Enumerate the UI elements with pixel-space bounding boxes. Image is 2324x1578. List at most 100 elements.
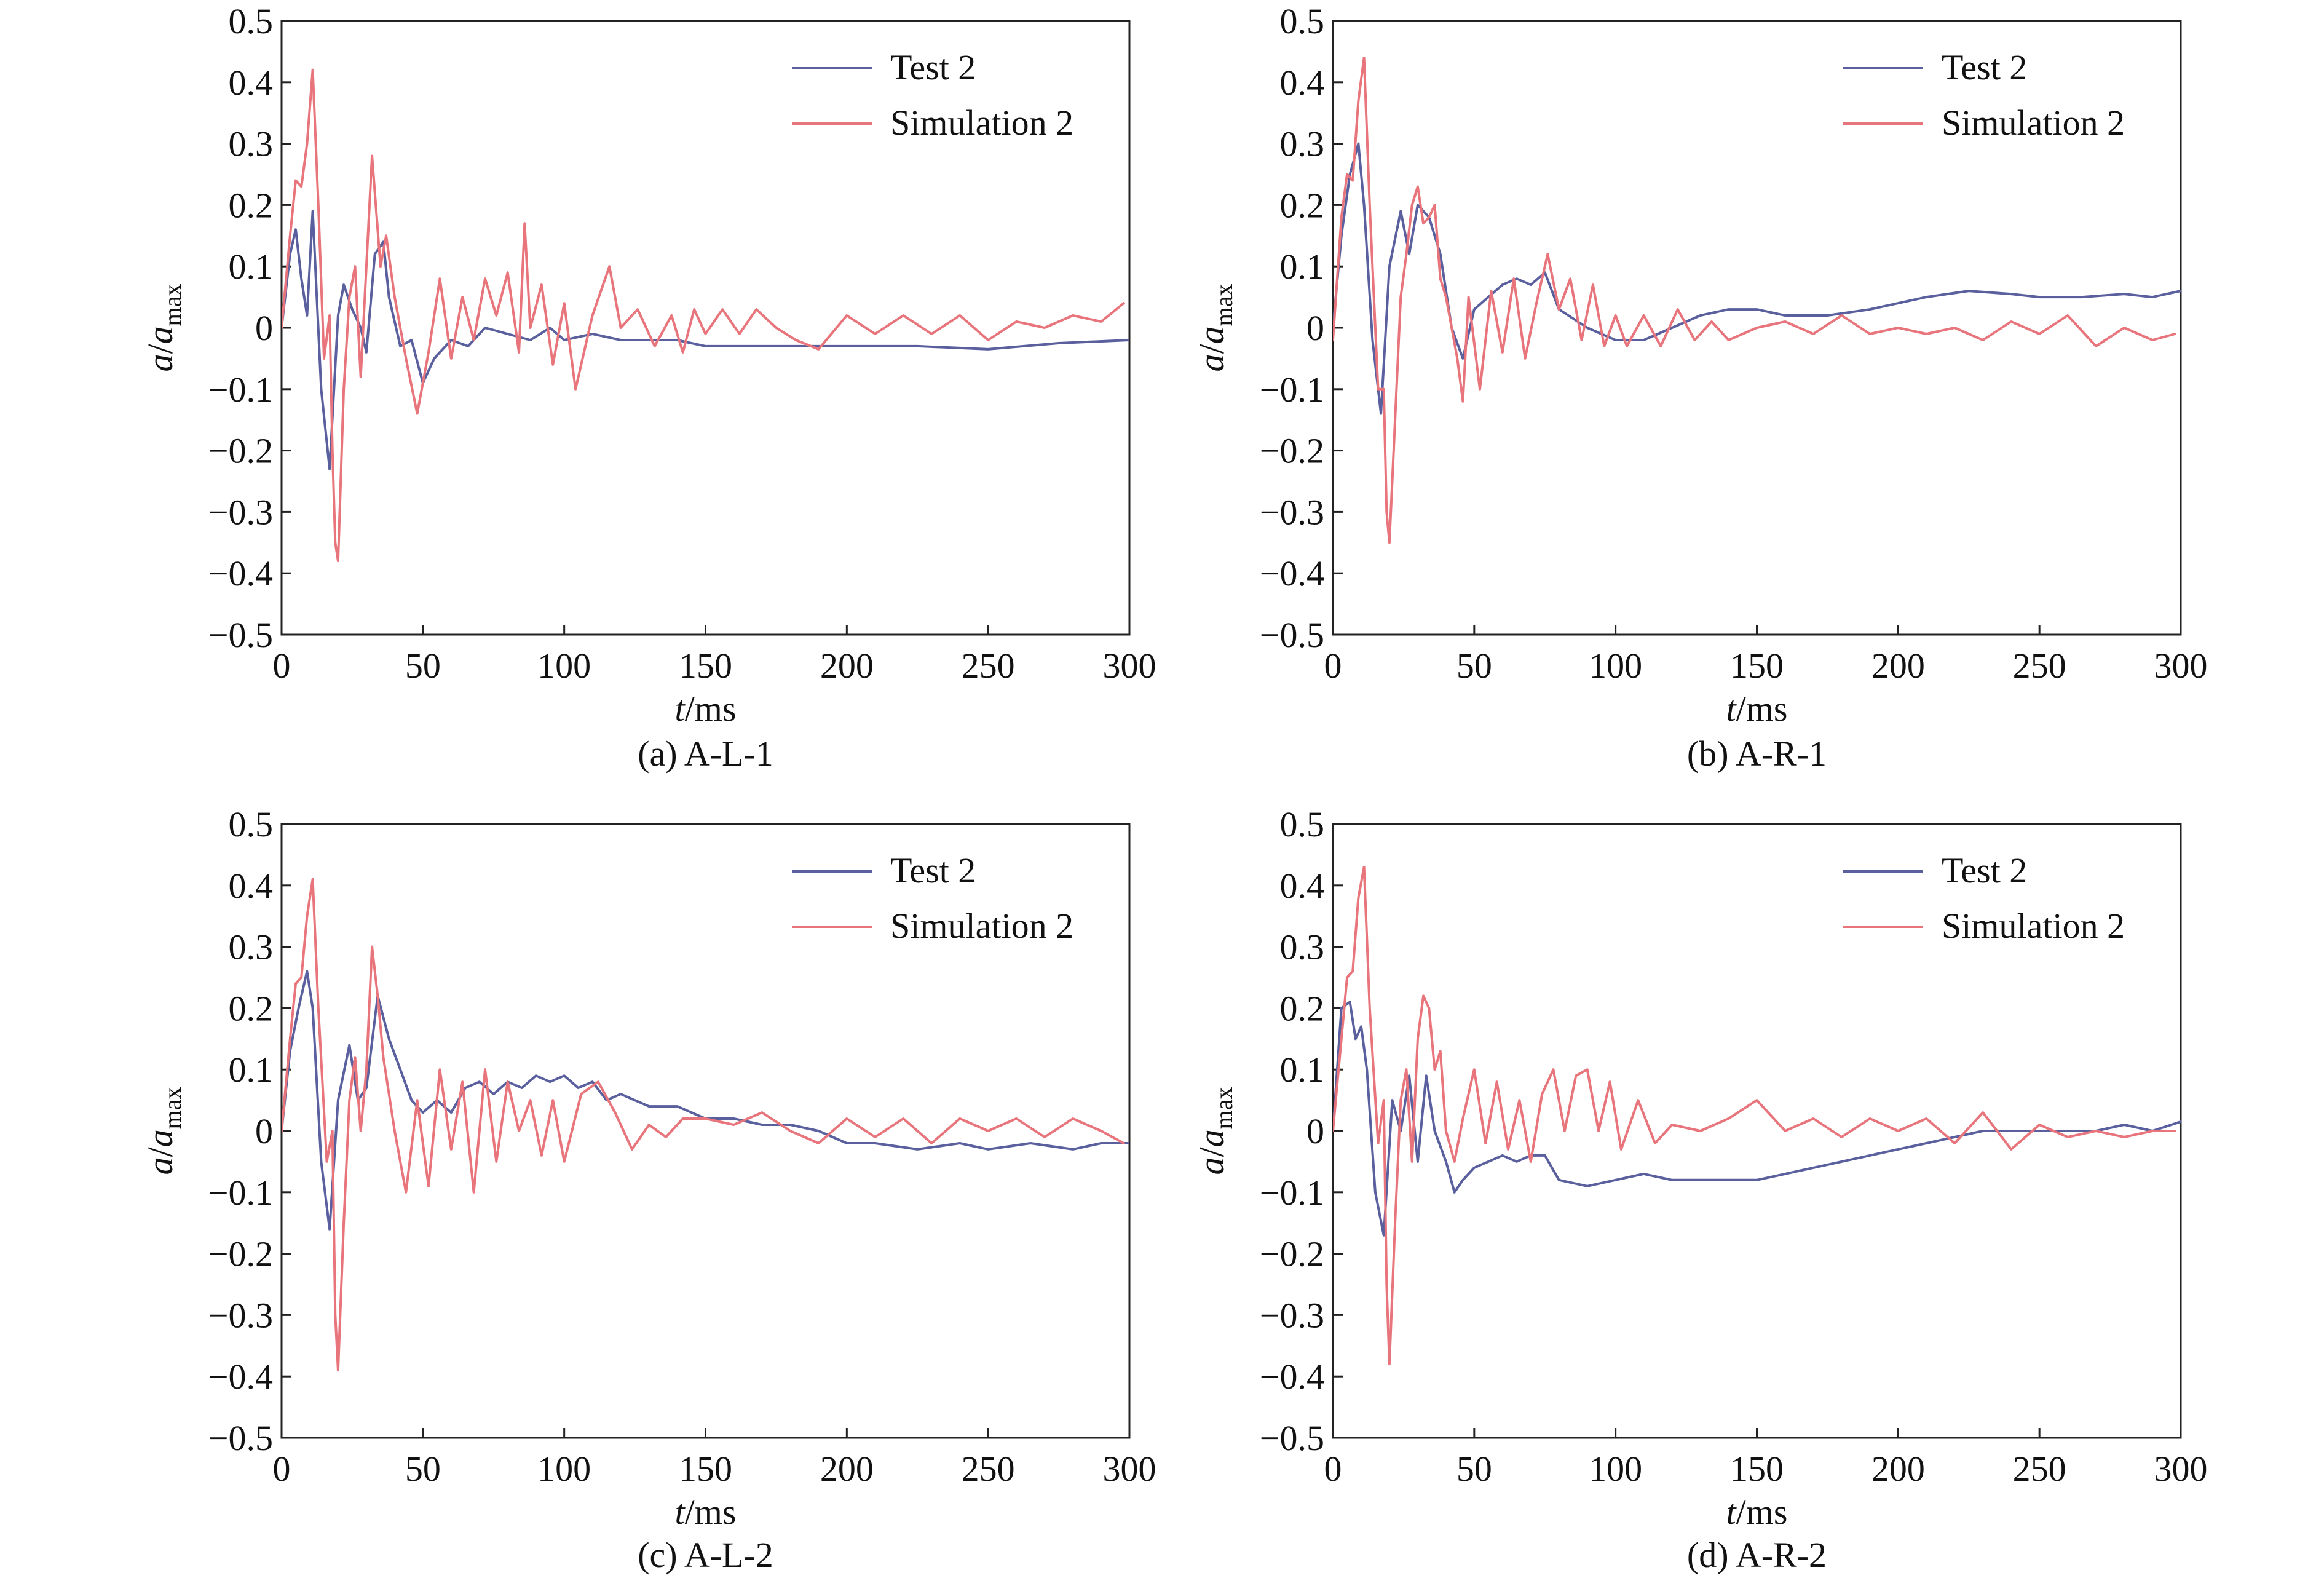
y-tick-label: 0.1 xyxy=(229,1050,274,1090)
x-tick-label: 100 xyxy=(537,1449,591,1489)
y-tick-label: 0.2 xyxy=(229,185,274,225)
x-tick-label: 300 xyxy=(2154,646,2208,686)
series-line-simulation-2 xyxy=(282,68,1125,563)
y-tick-label: −0.3 xyxy=(1260,1295,1324,1335)
x-tick-label: 250 xyxy=(962,646,1015,686)
x-tick-label: 50 xyxy=(405,646,441,686)
y-axis-title-a: a xyxy=(1192,1157,1231,1175)
x-tick-label: 200 xyxy=(1871,646,1925,686)
y-tick-label: 0.1 xyxy=(1280,1050,1325,1090)
x-tick-label: 250 xyxy=(2013,646,2066,686)
y-axis-title-a2: a xyxy=(1192,326,1231,344)
series-line-test-2 xyxy=(282,210,1129,470)
y-axis-title-a2: a xyxy=(1192,1129,1231,1147)
x-tick-label: 250 xyxy=(962,1449,1015,1489)
y-tick-label: −0.1 xyxy=(208,1173,273,1213)
x-axis-title: t/ms xyxy=(675,689,737,729)
x-tick-label: 50 xyxy=(405,1449,441,1489)
x-tick-label: 200 xyxy=(1871,1449,1925,1489)
y-tick-label: 0.5 xyxy=(1280,804,1325,844)
y-tick-label: 0.5 xyxy=(229,1,274,41)
y-tick-label: 0.2 xyxy=(1280,185,1325,225)
y-tick-label: 0.2 xyxy=(229,988,274,1028)
y-axis-title-subscript: max xyxy=(159,1087,186,1130)
y-axis-title-slash: / xyxy=(140,344,180,354)
x-tick-label: 150 xyxy=(679,646,732,686)
y-tick-label: 0.2 xyxy=(1280,988,1325,1028)
y-tick-label: −0.5 xyxy=(1260,615,1324,655)
y-axis-title-slash: / xyxy=(140,1147,180,1157)
series-line-simulation-2 xyxy=(282,878,1125,1372)
legend-label: Test 2 xyxy=(1942,47,2027,87)
y-tick-label: −0.3 xyxy=(208,492,273,532)
x-axis-title: t/ms xyxy=(1726,689,1788,729)
chart-panel-1: 0.50.40.30.20.10−0.1−0.2−0.3−0.4−0.50 50 1… xyxy=(1192,1,2208,774)
y-tick-label: 0 xyxy=(1306,308,1324,348)
x-tick-label: 0 xyxy=(1324,1449,1342,1489)
y-axis-title-slash: / xyxy=(1192,344,1231,354)
series-line-simulation-2 xyxy=(1333,865,2176,1366)
x-axis-title-var: t xyxy=(1726,1492,1737,1532)
y-axis-title-subscript: max xyxy=(1210,284,1238,327)
y-tick-label: −0.2 xyxy=(1260,1234,1324,1274)
y-tick-label: 0.4 xyxy=(1280,63,1325,103)
y-tick-label: −0.4 xyxy=(1260,553,1324,593)
y-tick-label: −0.3 xyxy=(1260,492,1324,532)
chart-panel-3: 0.50.40.30.20.10−0.1−0.2−0.3−0.4−0.50 50 1… xyxy=(1192,804,2208,1575)
y-tick-label: −0.4 xyxy=(208,553,273,593)
x-axis-title-unit: /ms xyxy=(685,1492,737,1532)
y-axis-title-subscript: max xyxy=(1210,1087,1238,1130)
y-tick-label: 0.3 xyxy=(1280,124,1325,164)
x-axis-title-var: t xyxy=(675,1492,686,1532)
panel-caption: (b) A-R-1 xyxy=(1687,734,1827,774)
y-tick-label: 0.1 xyxy=(229,247,274,287)
y-tick-label: 0.5 xyxy=(1280,1,1325,41)
x-tick-label: 0 xyxy=(1324,646,1342,686)
panel-caption: (c) A-L-2 xyxy=(638,1535,773,1575)
x-tick-label: 150 xyxy=(679,1449,732,1489)
y-tick-label: −0.2 xyxy=(208,1234,273,1274)
series-line-test-2 xyxy=(1333,1001,2181,1237)
y-tick-label: 0.3 xyxy=(229,124,274,164)
x-tick-label: 100 xyxy=(1589,646,1642,686)
y-axis-title: a/amax xyxy=(140,284,186,372)
y-tick-label: −0.4 xyxy=(1260,1357,1324,1397)
x-axis-title-unit: /ms xyxy=(1736,1492,1788,1532)
chart-panel-2: 0.50.40.30.20.10−0.1−0.2−0.3−0.4−0.50 50 1… xyxy=(140,804,1156,1575)
y-tick-label: 0.4 xyxy=(229,63,274,103)
x-tick-label: 100 xyxy=(1589,1449,1642,1489)
legend-label: Simulation 2 xyxy=(890,906,1073,946)
y-tick-label: 0.1 xyxy=(1280,247,1325,287)
y-tick-label: 0.3 xyxy=(229,927,274,967)
series-line-test-2 xyxy=(282,970,1129,1231)
x-tick-label: 300 xyxy=(1103,646,1156,686)
x-tick-label: 150 xyxy=(1730,646,1784,686)
y-tick-label: −0.5 xyxy=(1260,1418,1324,1458)
y-axis-title: a/amax xyxy=(140,1087,186,1175)
x-axis-title-unit: /ms xyxy=(1736,689,1788,729)
x-tick-label: 250 xyxy=(2013,1449,2066,1489)
x-tick-label: 0 xyxy=(273,646,291,686)
y-tick-label: −0.5 xyxy=(208,1418,273,1458)
y-tick-label: −0.1 xyxy=(1260,370,1324,410)
y-axis-title-slash: / xyxy=(1192,1147,1231,1157)
legend-label: Simulation 2 xyxy=(1942,103,2125,143)
x-axis-title: t/ms xyxy=(1726,1492,1788,1532)
x-tick-label: 200 xyxy=(820,1449,874,1489)
x-tick-label: 0 xyxy=(273,1449,291,1489)
legend-label: Test 2 xyxy=(1942,850,2027,890)
y-tick-label: 0.3 xyxy=(1280,927,1325,967)
y-tick-label: 0.4 xyxy=(229,866,274,906)
y-axis-title: a/amax xyxy=(1192,1087,1238,1175)
x-axis-title-var: t xyxy=(1726,689,1737,729)
y-axis-title-a: a xyxy=(140,1157,180,1175)
y-axis-title-subscript: max xyxy=(159,284,186,327)
y-tick-label: −0.1 xyxy=(1260,1173,1324,1213)
y-tick-label: −0.2 xyxy=(208,431,273,471)
y-tick-label: −0.4 xyxy=(208,1357,273,1397)
y-tick-label: −0.3 xyxy=(208,1295,273,1335)
y-axis-title-a: a xyxy=(140,354,180,372)
legend-label: Simulation 2 xyxy=(890,103,1073,143)
y-tick-label: 0.4 xyxy=(1280,866,1325,906)
